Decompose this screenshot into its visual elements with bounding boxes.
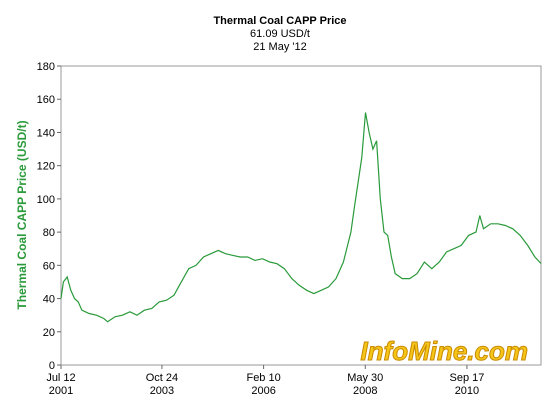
y-tick-label: 180 [37,61,55,73]
y-tick-label: 140 [37,127,55,139]
y-tick-label: 40 [43,294,55,306]
watermark: InfoMine.com [360,336,528,366]
x-tick-label: Oct 24 2003 [146,372,178,397]
price-line [60,112,542,323]
plot-frame [60,65,542,366]
y-tick-label: 80 [43,227,55,239]
y-tick-label: 100 [37,194,55,206]
x-tick-label: Feb 10 2006 [246,372,280,397]
y-tick-label: 20 [43,327,55,339]
x-tick-label: Jul 12 2001 [46,372,75,397]
x-tick-label: May 30 2008 [347,372,383,397]
chart-title: Thermal Coal CAPP Price [213,15,346,27]
y-tick-label: 60 [43,260,55,272]
y-axis-label: Thermal Coal CAPP Price (USD/t) [15,120,29,309]
y-tick-label: 120 [37,161,55,173]
chart-subtitle: 61.09 USD/t [250,28,310,40]
y-tick-label: 160 [37,94,55,106]
chart-date: 21 May '12 [253,41,306,53]
x-tick-label: Sep 17 2010 [449,372,484,397]
y-tick-label: 0 [49,360,55,372]
